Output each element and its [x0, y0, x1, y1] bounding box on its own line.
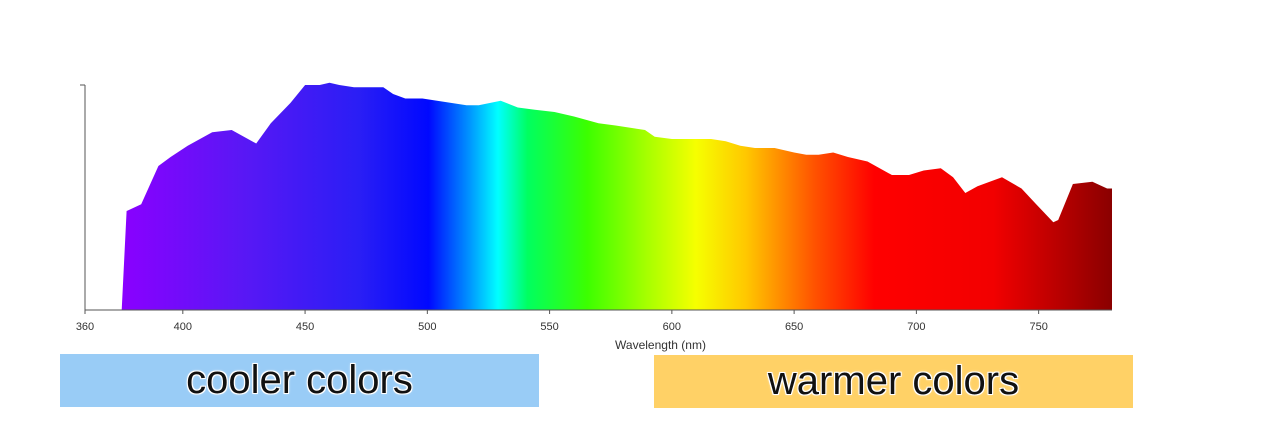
x-axis-title: Wavelength (nm) — [615, 338, 706, 352]
x-tick-label: 450 — [296, 321, 314, 333]
cooler-colors-label: cooler colors — [186, 358, 413, 402]
x-tick-label: 550 — [540, 321, 558, 333]
x-tick-label: 500 — [418, 321, 436, 333]
x-tick-label: 650 — [785, 321, 803, 333]
x-tick-label: 700 — [907, 321, 925, 333]
x-tick-label: 600 — [663, 321, 681, 333]
x-tick-label: 360 — [76, 321, 94, 333]
spectrum-area — [121, 82, 1112, 310]
warmer-colors-band: warmer colors — [654, 355, 1133, 408]
x-tick-label: 400 — [174, 321, 192, 333]
x-tick-label: 750 — [1029, 321, 1047, 333]
x-axis-ticks: 360 400 450 500 550 600 650 700 750 — [76, 310, 1048, 333]
warmer-colors-label: warmer colors — [767, 359, 1020, 403]
cooler-colors-band: cooler colors — [60, 354, 539, 407]
